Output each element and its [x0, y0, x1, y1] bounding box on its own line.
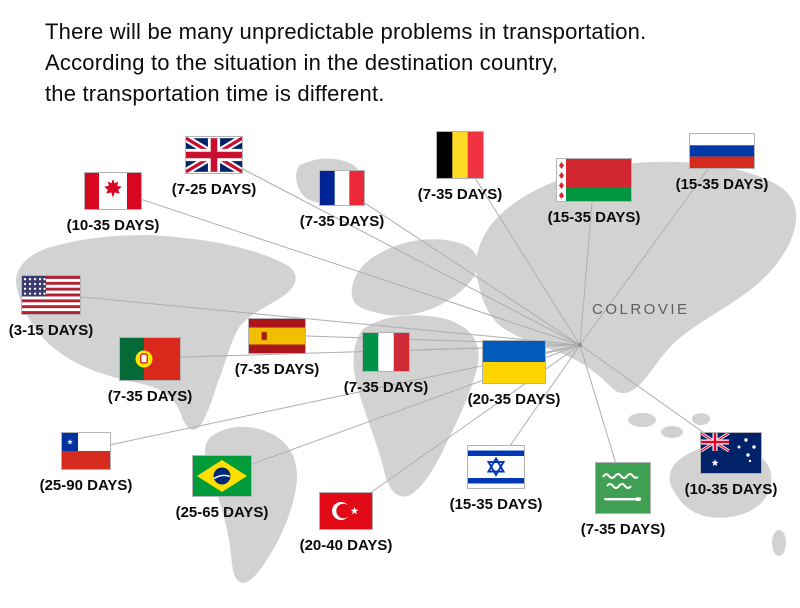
country-chile: (25-90 DAYS) — [21, 432, 151, 494]
russia-flag-icon — [689, 133, 755, 169]
belgium-flag-icon — [436, 131, 484, 179]
shipping-days-label: (7-35 DAYS) — [299, 213, 385, 230]
shipping-days-label: (15-35 DAYS) — [449, 496, 543, 513]
country-portugal: (7-35 DAYS) — [85, 337, 215, 405]
header-text: There will be many unpredictable problem… — [45, 16, 646, 109]
canada-flag-icon — [84, 172, 142, 210]
country-spain: (7-35 DAYS) — [212, 318, 342, 378]
brazil-flag-icon — [192, 455, 252, 497]
header-line-1: There will be many unpredictable problem… — [45, 19, 647, 44]
shipping-days-label: (3-15 DAYS) — [8, 322, 94, 339]
country-italy: (7-35 DAYS) — [321, 332, 451, 396]
hub-dot — [578, 343, 582, 347]
country-belgium: (7-35 DAYS) — [395, 131, 525, 203]
country-russia: (15-35 DAYS) — [657, 133, 787, 193]
saudi-arabia-flag-icon — [595, 462, 651, 514]
usa-flag-icon — [21, 275, 81, 315]
country-canada: (10-35 DAYS) — [48, 172, 178, 234]
turkey-flag-icon — [319, 492, 373, 530]
spain-flag-icon — [248, 318, 306, 354]
shipping-days-label: (25-65 DAYS) — [175, 504, 269, 521]
country-united-kingdom: (7-25 DAYS) — [149, 136, 279, 198]
shipping-days-label: (20-35 DAYS) — [467, 391, 561, 408]
country-belarus: (15-35 DAYS) — [529, 158, 659, 226]
country-saudi-arabia: (7-35 DAYS) — [558, 462, 688, 538]
shipping-days-label: (7-35 DAYS) — [580, 521, 666, 538]
brand-logo: COLROVIE — [592, 301, 690, 318]
shipping-days-label: (7-25 DAYS) — [171, 181, 257, 198]
shipping-days-label: (25-90 DAYS) — [39, 477, 133, 494]
header-line-2: According to the situation in the destin… — [45, 50, 559, 75]
shipping-days-label: (7-35 DAYS) — [107, 388, 193, 405]
chile-flag-icon — [61, 432, 111, 470]
country-france: (7-35 DAYS) — [277, 170, 407, 230]
country-israel: (15-35 DAYS) — [431, 445, 561, 513]
country-united-states: (3-15 DAYS) — [0, 275, 116, 339]
header-line-3: the transportation time is different. — [45, 81, 385, 106]
belarus-flag-icon — [556, 158, 632, 202]
country-australia: (10-35 DAYS) — [666, 432, 796, 498]
shipping-days-label: (7-35 DAYS) — [343, 379, 429, 396]
shipping-days-label: (15-35 DAYS) — [547, 209, 641, 226]
ukraine-flag-icon — [482, 340, 546, 384]
france-flag-icon — [319, 170, 365, 206]
shipping-days-label: (20-40 DAYS) — [299, 537, 393, 554]
country-brazil: (25-65 DAYS) — [157, 455, 287, 521]
italy-flag-icon — [362, 332, 410, 372]
shipping-days-label: (10-35 DAYS) — [684, 481, 778, 498]
australia-flag-icon — [700, 432, 762, 474]
shipping-days-label: (7-35 DAYS) — [417, 186, 503, 203]
shipping-days-label: (7-35 DAYS) — [234, 361, 320, 378]
country-turkey: (20-40 DAYS) — [281, 492, 411, 554]
israel-flag-icon — [467, 445, 525, 489]
country-ukraine: (20-35 DAYS) — [449, 340, 579, 408]
portugal-flag-icon — [119, 337, 181, 381]
shipping-days-label: (15-35 DAYS) — [675, 176, 769, 193]
shipping-days-label: (10-35 DAYS) — [66, 217, 160, 234]
uk-flag-icon — [185, 136, 243, 174]
